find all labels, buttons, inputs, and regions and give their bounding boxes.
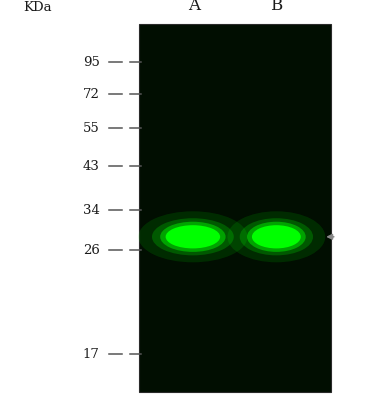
Bar (139, 24, 331, 392)
Ellipse shape (227, 211, 325, 262)
Text: B: B (270, 0, 282, 14)
Ellipse shape (240, 218, 313, 255)
Text: 72: 72 (83, 88, 100, 100)
Text: 43: 43 (83, 160, 100, 172)
Text: A: A (188, 0, 200, 14)
Ellipse shape (252, 225, 301, 248)
Text: 55: 55 (83, 122, 100, 134)
Ellipse shape (152, 218, 234, 255)
Text: 17: 17 (83, 348, 100, 360)
Text: KDa: KDa (23, 1, 52, 14)
Text: 26: 26 (83, 244, 100, 256)
Ellipse shape (138, 211, 247, 262)
Ellipse shape (160, 222, 226, 252)
Text: 34: 34 (83, 204, 100, 216)
Ellipse shape (165, 225, 220, 248)
Text: 95: 95 (83, 56, 100, 68)
Ellipse shape (247, 222, 306, 252)
